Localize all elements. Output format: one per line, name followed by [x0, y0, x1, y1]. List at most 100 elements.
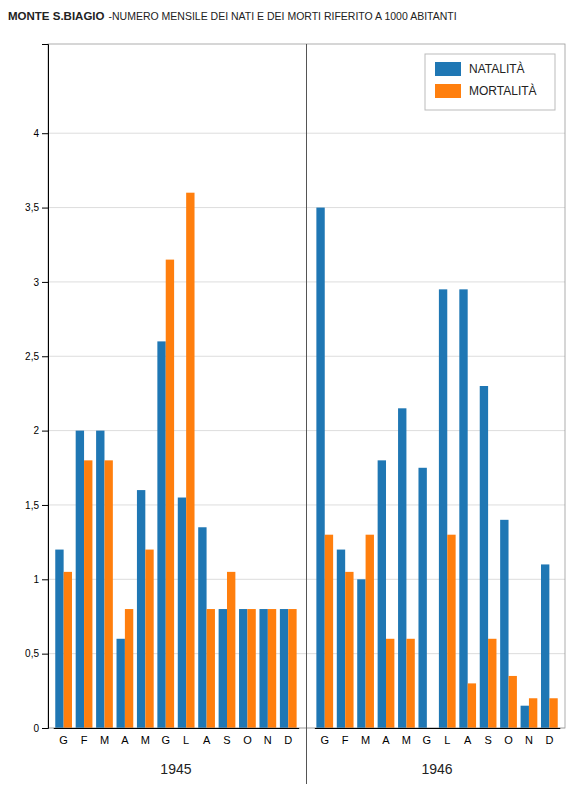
- bar: [378, 460, 386, 728]
- y-tick: 0,5: [25, 648, 48, 659]
- bar: [64, 572, 72, 728]
- bar: [337, 550, 345, 728]
- x-tick-label: A: [382, 734, 390, 746]
- legend-box: [425, 54, 555, 110]
- y-tick-mark: [42, 356, 48, 357]
- title-rest: -NUMERO MENSILE DEI NATI E DEI MORTI RIF…: [108, 10, 456, 22]
- bar: [239, 609, 247, 728]
- bar: [84, 460, 92, 728]
- bar: [219, 609, 227, 728]
- bar: [247, 609, 255, 728]
- x-tick: A: [464, 734, 472, 746]
- group-label: 1945: [160, 761, 191, 777]
- bar: [459, 289, 467, 728]
- x-tick: A: [382, 734, 390, 746]
- y-tick: 2,5: [25, 351, 48, 362]
- group-divider: [306, 44, 307, 784]
- legend-item: MORTALITÀ: [435, 83, 537, 98]
- y-tick-label: 3: [33, 277, 39, 288]
- x-tick-label: D: [545, 734, 553, 746]
- bar: [488, 639, 496, 728]
- x-axis: GFMAMGLASOND: [54, 729, 299, 746]
- bar: [366, 535, 374, 728]
- bar: [145, 550, 153, 728]
- bar: [186, 193, 194, 728]
- bar: [541, 564, 549, 728]
- y-tick-mark: [42, 431, 48, 432]
- x-tick-label: D: [284, 734, 292, 746]
- x-axis-line: [54, 728, 299, 729]
- x-tick: L: [444, 734, 450, 746]
- y-tick-label: 0: [33, 723, 39, 734]
- y-tick-mark: [42, 654, 48, 655]
- bar: [125, 609, 133, 728]
- bar: [447, 535, 455, 728]
- bar: [280, 609, 288, 728]
- chart: MONTE S.BIAGIO-NUMERO MENSILE DEI NATI E…: [0, 0, 585, 800]
- bar: [178, 498, 186, 728]
- y-tick-label: 2: [33, 425, 39, 436]
- bar: [549, 698, 557, 728]
- bar: [316, 208, 324, 728]
- y-tick: 1,5: [25, 500, 48, 511]
- legend-label: MORTALITÀ: [469, 83, 537, 98]
- bar: [406, 639, 414, 728]
- legend-item: NATALITÀ: [435, 61, 525, 76]
- x-tick-label: A: [464, 734, 472, 746]
- x-tick-label: F: [342, 734, 349, 746]
- x-tick-label: G: [320, 734, 329, 746]
- bar: [117, 639, 125, 728]
- bar: [468, 683, 476, 728]
- x-tick-label: N: [525, 734, 533, 746]
- bar: [529, 698, 537, 728]
- x-tick: M: [100, 734, 109, 746]
- bar: [157, 341, 165, 728]
- x-axis-line: [315, 728, 560, 729]
- bar: [76, 431, 84, 728]
- x-tick: M: [141, 734, 150, 746]
- bar: [439, 289, 447, 728]
- legend-swatch: [435, 62, 461, 76]
- bar: [357, 579, 365, 728]
- x-tick-label: M: [141, 734, 150, 746]
- x-tick-label: M: [100, 734, 109, 746]
- x-tick: M: [361, 734, 370, 746]
- legend-swatch: [435, 84, 461, 98]
- x-tick-label: G: [423, 734, 432, 746]
- bar: [55, 550, 63, 728]
- bar: [500, 520, 508, 728]
- x-tick: G: [423, 734, 432, 746]
- x-tick: D: [545, 734, 553, 746]
- y-tick-mark: [42, 728, 48, 729]
- x-tick-label: G: [59, 734, 68, 746]
- x-tick: M: [402, 734, 411, 746]
- y-tick-mark: [42, 505, 48, 506]
- bar: [480, 386, 488, 728]
- y-tick-mark: [42, 208, 48, 209]
- bar: [398, 408, 406, 728]
- y-tick-label: 2,5: [25, 351, 39, 362]
- bar: [386, 639, 394, 728]
- x-tick: G: [320, 734, 329, 746]
- x-tick-label: N: [264, 734, 272, 746]
- bar: [288, 609, 296, 728]
- x-tick: S: [223, 734, 230, 746]
- x-tick: A: [203, 734, 211, 746]
- bar: [198, 527, 206, 728]
- x-tick-label: S: [223, 734, 230, 746]
- bar: [268, 609, 276, 728]
- x-tick: N: [525, 734, 533, 746]
- x-tick: N: [264, 734, 272, 746]
- x-tick: F: [81, 734, 88, 746]
- x-tick: S: [484, 734, 491, 746]
- legend-label: NATALITÀ: [469, 61, 525, 76]
- bar: [137, 490, 145, 728]
- x-tick: G: [59, 734, 68, 746]
- x-tick: O: [504, 734, 513, 746]
- y-axis-line: [42, 45, 49, 729]
- bar: [96, 431, 104, 728]
- y-tick-mark: [42, 133, 48, 134]
- y-tick-mark: [42, 579, 48, 580]
- x-tick: G: [161, 734, 170, 746]
- bar: [345, 572, 353, 728]
